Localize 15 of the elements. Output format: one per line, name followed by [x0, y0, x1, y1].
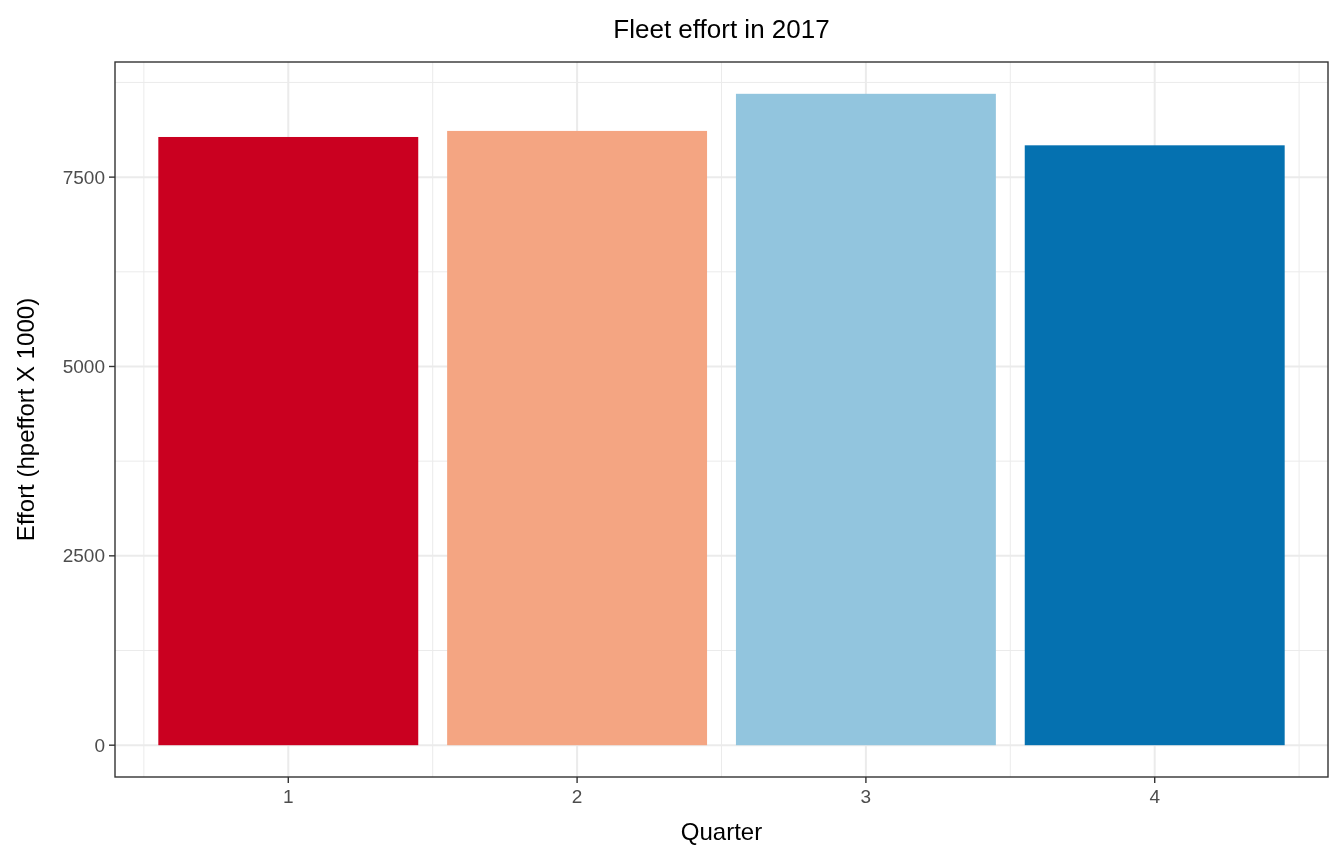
x-tick-label: 1	[283, 786, 294, 807]
bar	[158, 136, 419, 746]
y-tick-label: 2500	[62, 545, 105, 567]
x-tick-label: 3	[860, 786, 872, 807]
bar	[735, 93, 996, 746]
y-axis-title: Effort (hpeffort X 1000)	[12, 297, 39, 542]
x-tick-label: 2	[571, 786, 583, 807]
chart-title: Fleet effort in 2017	[613, 14, 830, 44]
y-tick-label: 0	[94, 734, 105, 756]
x-tick-label: 4	[1149, 786, 1161, 807]
x-axis-title: Quarter	[680, 818, 763, 845]
bar	[447, 130, 708, 746]
y-tick-label: 7500	[62, 166, 105, 188]
y-tick-label: 5000	[62, 356, 105, 378]
bar	[1024, 145, 1285, 746]
